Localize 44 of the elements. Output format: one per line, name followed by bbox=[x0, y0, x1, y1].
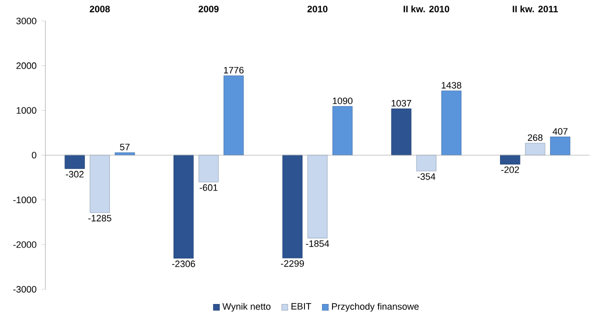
y-tick-label: -1000 bbox=[13, 196, 36, 204]
data-label: 1090 bbox=[332, 98, 352, 104]
bar bbox=[550, 136, 570, 156]
x-tick-label: 2008 bbox=[90, 6, 110, 12]
data-label: -202 bbox=[501, 166, 519, 174]
data-label: -354 bbox=[417, 173, 436, 180]
data-label: -1854 bbox=[306, 240, 330, 247]
data-label: -2299 bbox=[280, 260, 304, 267]
bar bbox=[64, 154, 85, 169]
bar bbox=[441, 90, 462, 156]
y-tick-label: 1000 bbox=[16, 107, 36, 114]
y-tick-label: -2000 bbox=[13, 241, 36, 248]
data-label: -302 bbox=[66, 170, 84, 178]
bar bbox=[525, 142, 546, 156]
data-label: -2306 bbox=[172, 260, 196, 268]
data-label: 57 bbox=[120, 144, 130, 150]
bar bbox=[307, 154, 328, 238]
bar bbox=[90, 154, 110, 213]
bar bbox=[198, 154, 219, 182]
x-tick-label: 2010 bbox=[307, 6, 328, 12]
bar bbox=[174, 154, 194, 259]
bar bbox=[332, 106, 353, 156]
legend-label: Przychody finansowe bbox=[332, 302, 419, 312]
bar bbox=[500, 154, 520, 164]
bar bbox=[224, 75, 244, 156]
y-tick-label: 3000 bbox=[16, 18, 36, 24]
y-tick-label: 2000 bbox=[16, 62, 36, 69]
x-tick-label: II kw. 2011 bbox=[512, 5, 558, 12]
x-tick-label: II kw. 2010 bbox=[404, 5, 450, 12]
data-label: -1285 bbox=[88, 214, 112, 222]
bar bbox=[282, 154, 303, 258]
data-label: 1037 bbox=[392, 100, 412, 107]
data-label: 1438 bbox=[442, 82, 462, 89]
data-label: -601 bbox=[200, 184, 218, 191]
legend-label: Wynik netto bbox=[222, 302, 270, 312]
data-label: 407 bbox=[552, 128, 568, 135]
legend-label: EBIT bbox=[292, 303, 312, 310]
bar bbox=[391, 108, 412, 156]
data-label: 1776 bbox=[224, 66, 244, 74]
y-tick-label: 0 bbox=[32, 152, 36, 158]
data-label: 268 bbox=[528, 134, 543, 141]
y-tick-label: -3000 bbox=[13, 286, 36, 293]
x-tick-label: 2009 bbox=[198, 6, 219, 12]
bar bbox=[416, 154, 436, 172]
